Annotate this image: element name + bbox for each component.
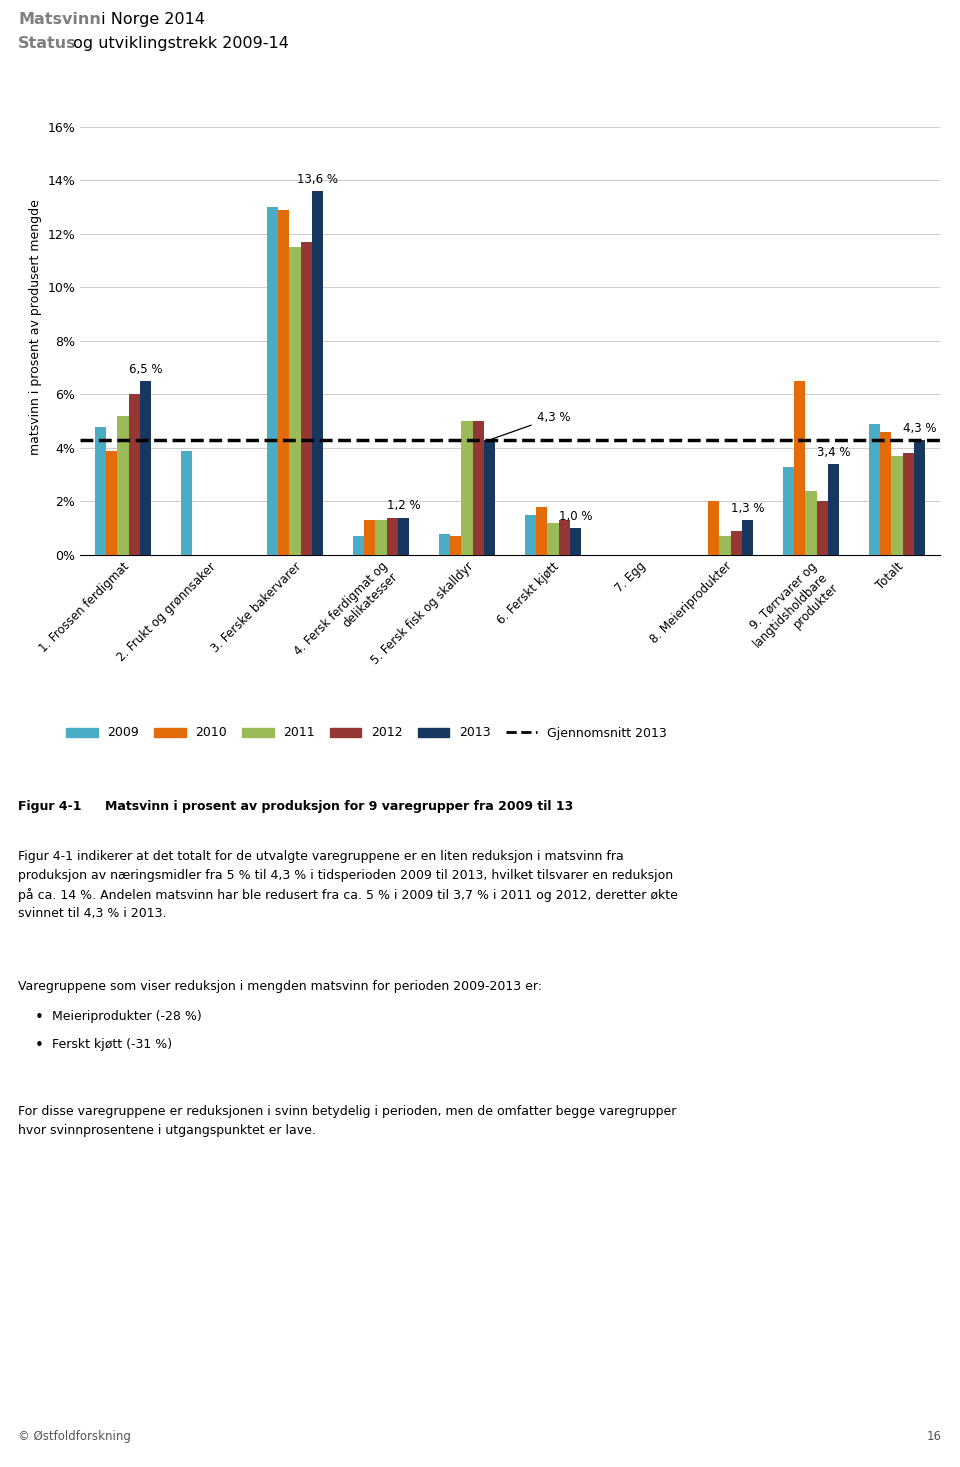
Text: 16: 16: [927, 1430, 942, 1444]
Bar: [462, 421, 472, 555]
Bar: [140, 381, 151, 555]
Text: og utviklingstrekk 2009-14: og utviklingstrekk 2009-14: [68, 37, 289, 51]
Bar: [869, 424, 880, 555]
Bar: [95, 427, 107, 555]
Bar: [742, 521, 753, 555]
Text: Figur 4-1 indikerer at det totalt for de utvalgte varegruppene er en liten reduk: Figur 4-1 indikerer at det totalt for de…: [18, 849, 624, 863]
Text: 1,0 %: 1,0 %: [559, 511, 592, 522]
Text: 13,6 %: 13,6 %: [297, 173, 338, 186]
Legend: 2009, 2010, 2011, 2012, 2013, Gjennomsnitt 2013: 2009, 2010, 2011, 2012, 2013, Gjennomsni…: [66, 726, 667, 739]
Text: •: •: [35, 1009, 44, 1025]
Text: i Norge 2014: i Norge 2014: [96, 12, 205, 26]
Text: Matsvinn i prosent av produksjon for 9 varegrupper fra 2009 til 13: Matsvinn i prosent av produksjon for 9 v…: [105, 800, 573, 813]
Bar: [828, 464, 839, 555]
Text: 1,2 %: 1,2 %: [387, 499, 420, 512]
Text: For disse varegruppene er reduksjonen i svinn betydelig i perioden, men de omfat: For disse varegruppene er reduksjonen i …: [18, 1105, 677, 1118]
Bar: [880, 431, 892, 555]
Bar: [731, 531, 742, 555]
Bar: [387, 518, 397, 555]
Bar: [570, 528, 581, 555]
Bar: [300, 242, 312, 555]
Bar: [525, 515, 537, 555]
Text: 4,3 %: 4,3 %: [492, 411, 570, 439]
Bar: [708, 502, 719, 555]
Text: © Østfoldforskning: © Østfoldforskning: [18, 1430, 131, 1444]
Text: 1,3 %: 1,3 %: [731, 502, 764, 515]
Bar: [783, 467, 794, 555]
Bar: [439, 534, 450, 555]
Text: 4,3 %: 4,3 %: [902, 421, 936, 434]
Bar: [289, 248, 300, 555]
Bar: [450, 537, 462, 555]
Bar: [267, 207, 278, 555]
Text: Ferskt kjøtt (-31 %): Ferskt kjøtt (-31 %): [52, 1039, 172, 1050]
Bar: [559, 521, 570, 555]
Bar: [375, 521, 387, 555]
Text: Meieriprodukter (-28 %): Meieriprodukter (-28 %): [52, 1009, 202, 1022]
Bar: [472, 421, 484, 555]
Bar: [547, 522, 559, 555]
Text: 6,5 %: 6,5 %: [129, 362, 162, 376]
Bar: [278, 210, 289, 555]
Bar: [397, 518, 409, 555]
Text: Matsvinn: Matsvinn: [18, 12, 101, 26]
Bar: [181, 450, 192, 555]
Text: Figur 4-1: Figur 4-1: [18, 800, 82, 813]
Bar: [537, 506, 547, 555]
Bar: [107, 450, 117, 555]
Bar: [892, 456, 902, 555]
Bar: [117, 415, 129, 555]
Bar: [902, 453, 914, 555]
Y-axis label: matsvinn i prosent av produsert mengde: matsvinn i prosent av produsert mengde: [29, 200, 41, 455]
Text: Varegruppene som viser reduksjon i mengden matsvinn for perioden 2009-2013 er:: Varegruppene som viser reduksjon i mengd…: [18, 980, 542, 993]
Bar: [129, 395, 140, 555]
Bar: [817, 502, 828, 555]
Bar: [484, 440, 495, 555]
Text: på ca. 14 %. Andelen matsvinn har ble redusert fra ca. 5 % i 2009 til 3,7 % i 20: på ca. 14 %. Andelen matsvinn har ble re…: [18, 888, 678, 902]
Text: hvor svinnprosentene i utgangspunktet er lave.: hvor svinnprosentene i utgangspunktet er…: [18, 1124, 316, 1137]
Text: •: •: [35, 1039, 44, 1053]
Text: svinnet til 4,3 % i 2013.: svinnet til 4,3 % i 2013.: [18, 907, 166, 920]
Bar: [719, 537, 731, 555]
Bar: [794, 381, 805, 555]
Bar: [914, 440, 924, 555]
Bar: [364, 521, 375, 555]
Text: produksjon av næringsmidler fra 5 % til 4,3 % i tidsperioden 2009 til 2013, hvil: produksjon av næringsmidler fra 5 % til …: [18, 868, 673, 882]
Bar: [312, 191, 323, 555]
Bar: [805, 491, 817, 555]
Bar: [353, 537, 364, 555]
Text: 3,4 %: 3,4 %: [817, 446, 851, 459]
Text: Status: Status: [18, 37, 77, 51]
